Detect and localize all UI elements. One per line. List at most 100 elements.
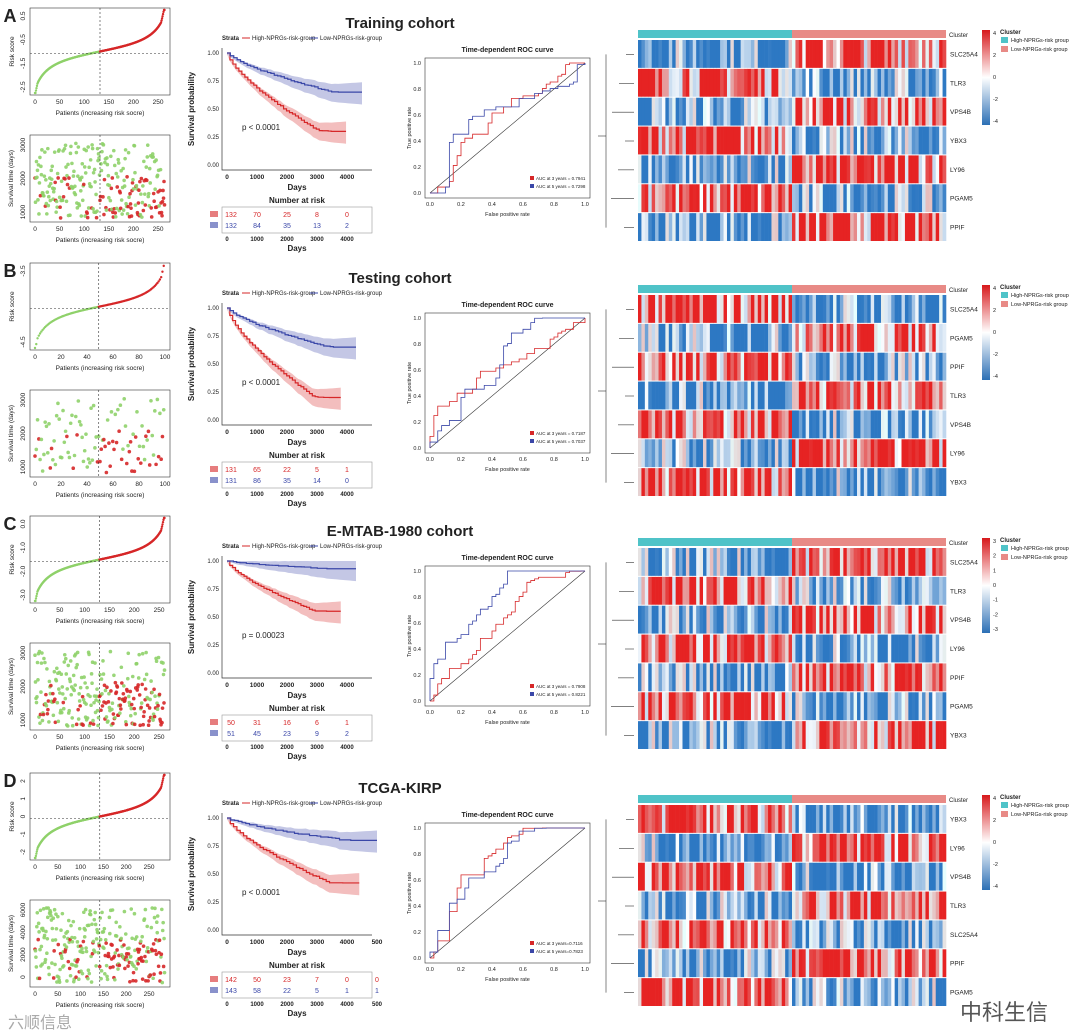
- survival-point: [92, 917, 97, 922]
- heatmap-cell: [932, 323, 937, 352]
- heatmap-cell: [915, 978, 919, 1006]
- heatmap-cell: [898, 410, 902, 439]
- heatmap-cell: [651, 295, 656, 323]
- heatmap-cell: [696, 155, 700, 184]
- heatmap-cell: [942, 323, 947, 352]
- heatmap-cell: [798, 891, 803, 920]
- heatmap-cell: [836, 468, 841, 496]
- survival-point: [161, 661, 165, 665]
- heatmap-cell: [733, 891, 738, 920]
- heatmap-cell: [764, 155, 769, 184]
- heatmap-cell: [887, 381, 892, 410]
- heatmap-cell: [692, 155, 697, 184]
- heatmap-cell: [648, 410, 652, 439]
- heatmap-cell: [846, 323, 851, 352]
- heatmap-cell: [723, 634, 728, 663]
- heatmap-cell: [819, 155, 824, 184]
- survival-point: [80, 971, 85, 976]
- km-y-tick: 1.00: [207, 559, 219, 565]
- heatmap-cell: [665, 126, 670, 155]
- heatmap-cell: [778, 692, 783, 721]
- heatmap-cell: [812, 126, 817, 155]
- heatmap-cell: [644, 295, 649, 323]
- heatmap-cell: [935, 213, 940, 241]
- heatmap-cell: [874, 920, 878, 949]
- survival-point: [91, 722, 96, 726]
- heatmap-cell: [785, 126, 789, 155]
- heatmap-cell: [915, 920, 919, 949]
- survival-point: [110, 439, 115, 444]
- survival-point: [70, 939, 75, 944]
- survival-point: [69, 144, 73, 149]
- heatmap-cell: [679, 891, 683, 920]
- heatmap-cell: [870, 978, 875, 1006]
- heatmap-cell: [744, 126, 748, 155]
- x-tick-label: 60: [109, 354, 117, 361]
- survival-point: [146, 191, 151, 196]
- x-tick-label: 20: [57, 354, 65, 361]
- heatmap-cell: [638, 213, 642, 241]
- km-x-tick: 2000: [280, 745, 294, 751]
- survival-point: [157, 204, 161, 208]
- heatmap-cell: [898, 184, 902, 213]
- km-ci-high: [227, 53, 347, 144]
- survival-point: [90, 146, 95, 151]
- heatmap-cell: [812, 213, 817, 241]
- roc-y-tick: 1.0: [413, 61, 421, 67]
- heatmap-cell: [904, 605, 909, 634]
- heatmap-cell: [798, 576, 803, 605]
- heatmap-cell: [740, 862, 745, 891]
- heatmap-cell: [798, 410, 803, 439]
- heatmap-cell: [682, 40, 687, 68]
- survival-point: [114, 690, 119, 694]
- heatmap-cell: [713, 68, 718, 97]
- heatmap-cell: [788, 862, 793, 891]
- heatmap-cell: [788, 213, 793, 241]
- heatmap-cell: [918, 605, 923, 634]
- survival-point: [89, 184, 93, 189]
- survival-point: [76, 707, 80, 712]
- survival-point: [99, 708, 103, 713]
- survival-point: [81, 182, 86, 187]
- heatmap-cell: [843, 978, 848, 1006]
- heatmap-cell: [887, 548, 892, 576]
- risk-point: [160, 525, 164, 528]
- heatmap-cell: [757, 97, 762, 126]
- heatmap-cell: [795, 381, 800, 410]
- heatmap-cell: [713, 352, 718, 381]
- heatmap-cell: [771, 155, 776, 184]
- heatmap-cell: [703, 40, 707, 68]
- heatmap-cell: [880, 295, 885, 323]
- survival-point: [68, 421, 73, 426]
- survival-point: [126, 651, 131, 656]
- heatmap-cell: [641, 295, 646, 323]
- heatmap-cell: [658, 833, 663, 862]
- heatmap-cell: [884, 805, 889, 833]
- risk-table-cell: 51: [227, 731, 235, 738]
- heatmap-cell: [788, 68, 793, 97]
- heatmap-cell: [904, 692, 909, 721]
- heatmap-cell: [887, 978, 892, 1006]
- heatmap-cell: [901, 692, 906, 721]
- heatmap-cell: [843, 126, 848, 155]
- heatmap-cell: [730, 920, 735, 949]
- survival-point: [149, 679, 153, 683]
- heatmap-cell: [836, 155, 841, 184]
- survival-point: [139, 192, 143, 196]
- km-x-tick: 3000: [310, 1002, 324, 1008]
- survival-point: [130, 181, 135, 185]
- heatmap-cell: [696, 576, 700, 605]
- heatmap-cell: [771, 605, 776, 634]
- heatmap-cell: [672, 862, 676, 891]
- heatmap-cell: [829, 605, 834, 634]
- heatmap-cell: [703, 184, 707, 213]
- heatmap-cell: [641, 468, 646, 496]
- heatmap-cell: [826, 721, 830, 749]
- heatmap-cell: [867, 213, 872, 241]
- heatmap-cell: [685, 920, 690, 949]
- survival-point: [45, 915, 50, 920]
- heatmap-cell: [696, 323, 700, 352]
- legend-low-group: Low-NPRGs-risk group: [1011, 302, 1068, 308]
- heatmap-cell: [723, 833, 728, 862]
- heatmap-cell: [860, 40, 865, 68]
